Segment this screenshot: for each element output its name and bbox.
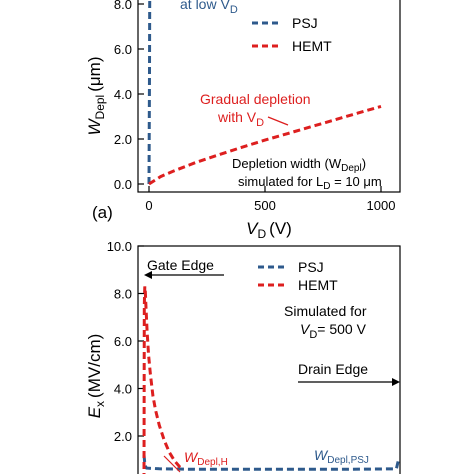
legend-hemt-label: HEMT — [292, 38, 332, 54]
panel-b-y-axis-label: Ex(MV/cm) — [85, 334, 107, 419]
panel-a-y-tick-label: 0.0 — [114, 177, 132, 192]
annotation-gradual-pointer — [267, 116, 289, 126]
panel-a-y-ticks: 0.0 2.0 4.0 6.0 8.0 — [114, 0, 144, 192]
annotation-depletion-width: Depletion width (WDepl) — [232, 156, 366, 174]
legend-b-hemt-label: HEMT — [298, 277, 338, 293]
panel-a-y-tick-label: 8.0 — [114, 0, 132, 12]
panel-a-series — [147, 0, 382, 186]
annotation-wdepl-h: WDepl,H — [184, 449, 228, 468]
panel-a-series-psj — [147, 0, 152, 185]
annotation-gate-edge: Gate Edge — [147, 257, 214, 273]
drain-edge-arrowhead — [392, 378, 400, 386]
wdepl-h-pointer — [163, 455, 181, 473]
panel-b-y-tick-label: 10.0 — [107, 239, 132, 254]
legend-psj-label: PSJ — [292, 15, 318, 31]
panel-b-y-tick-label: 2.0 — [114, 429, 132, 444]
annotation-vd-500: VD= 500 V — [300, 321, 367, 341]
annotation-drain-edge: Drain Edge — [298, 361, 368, 377]
annotation-with-vd: with VD — [217, 109, 264, 129]
panel-b-y-tick-label: 6.0 — [114, 334, 132, 349]
panel-a-legend: PSJ HEMT — [252, 15, 332, 54]
annotation-at-low-vd: at low VD — [180, 0, 238, 16]
panel-b-y-tick-label: 8.0 — [114, 287, 132, 302]
panel-b-series — [142, 286, 400, 474]
panel-a-x-tick-label: 1000 — [367, 198, 396, 213]
panel-a-x-ticks: 0 500 1000 — [145, 186, 395, 213]
panel-a-label: (a) — [92, 203, 113, 222]
panel-a-y-tick-label: 2.0 — [114, 132, 132, 147]
panel-a-y-tick-label: 4.0 — [114, 87, 132, 102]
panel-a-chart: 0.0 2.0 4.0 6.0 8.0 0 500 1000 WDepl(μm) VD (V)… — [85, 0, 401, 241]
annotation-gradual-depletion: Gradual depletion — [200, 91, 311, 107]
annotation-simulated-for: Simulated for — [284, 303, 367, 319]
annotation-simulated-ld: simulated for LD = 10 μm — [238, 174, 382, 192]
panel-b-legend: PSJ HEMT — [258, 259, 338, 293]
panel-a-x-axis-label: VD (V) — [246, 219, 292, 241]
annotation-wdepl-psj: WDepl,PSJ — [314, 447, 369, 466]
panel-a-plot-frame — [137, 0, 401, 193]
panel-b-y-tick-label: 4.0 — [114, 382, 132, 397]
panel-a-x-tick-label: 0 — [145, 198, 152, 213]
panel-a-series-hemt — [148, 104, 382, 186]
gate-edge-arrowhead — [144, 271, 152, 279]
legend-b-psj-label: PSJ — [298, 259, 324, 275]
panel-b-plot-frame — [137, 245, 401, 474]
panel-b-series-hemt — [142, 286, 185, 474]
panel-b-chart: 2.0 4.0 6.0 8.0 10.0 Ex(MV/cm) Gate Edge PSJ… — [85, 239, 401, 474]
panel-b-series-psj — [142, 454, 400, 471]
panel-a-y-axis-label: WDepl(μm) — [85, 56, 107, 135]
panel-a-y-tick-label: 6.0 — [114, 42, 132, 57]
panel-b-y-ticks: 2.0 4.0 6.0 8.0 10.0 — [107, 239, 144, 444]
panel-a-x-tick-label: 500 — [254, 198, 276, 213]
